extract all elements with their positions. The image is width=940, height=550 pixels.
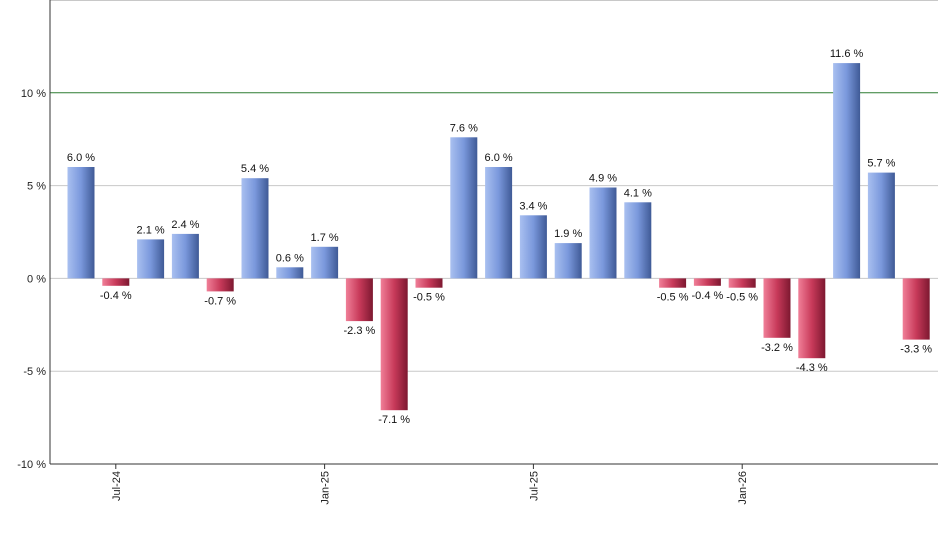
data-label: 4.1 % <box>624 187 652 199</box>
data-label: 2.1 % <box>137 224 165 236</box>
data-label: 0.6 % <box>276 252 304 264</box>
bar-positive <box>589 187 617 279</box>
data-label: 4.9 % <box>589 173 617 185</box>
bar-positive <box>485 167 513 279</box>
bar-negative <box>902 278 930 340</box>
bar-negative <box>763 278 791 338</box>
y-tick-label: 10 % <box>21 88 46 100</box>
bar-positive <box>171 233 199 279</box>
bar-negative <box>415 278 443 288</box>
data-label: 11.6 % <box>830 48 864 60</box>
bar-positive <box>241 178 269 279</box>
data-label: 6.0 % <box>67 152 95 164</box>
data-label: 7.6 % <box>450 122 478 134</box>
bar-negative <box>102 278 130 286</box>
x-tick-label: Jul-25 <box>528 471 540 501</box>
bar-positive <box>311 246 339 279</box>
bar-positive <box>276 267 304 279</box>
data-label: -0.5 % <box>726 292 758 304</box>
bar-positive <box>137 239 165 279</box>
bar-positive <box>554 243 582 279</box>
bar-negative <box>345 278 373 322</box>
x-tick-label: Jul-24 <box>111 471 123 501</box>
bar-negative <box>798 278 826 359</box>
bar-negative <box>693 278 721 286</box>
bar-negative <box>659 278 687 288</box>
x-tick-label: Jan-26 <box>737 471 749 505</box>
bar-positive <box>833 63 861 279</box>
bar-negative <box>380 278 408 411</box>
y-tick-label: -5 % <box>23 366 46 378</box>
data-label: -0.5 % <box>413 292 445 304</box>
data-label: 6.0 % <box>485 152 513 164</box>
axes: -10 % -5 % 0 % 5 % 10 % Jul-24 Jan-25 Jul-25 Jan… <box>17 0 938 505</box>
data-label: -4.3 % <box>796 362 828 374</box>
data-label: 5.7 % <box>867 158 895 170</box>
data-label: -3.2 % <box>761 342 793 354</box>
data-label: 2.4 % <box>171 219 199 231</box>
bar-positive <box>519 215 547 279</box>
data-labels: 6.0 % -0.4 % 2.1 % 2.4 % -0.7 % 5.4 % 0.6 % 1.7… <box>67 48 932 426</box>
bar-negative <box>728 278 756 288</box>
data-label: -0.4 % <box>692 290 724 302</box>
data-label: 3.4 % <box>519 200 547 212</box>
bars <box>67 63 930 411</box>
data-label: 5.4 % <box>241 163 269 175</box>
data-label: 1.7 % <box>311 232 339 244</box>
bar-positive <box>867 172 895 279</box>
data-label: -0.4 % <box>100 290 132 302</box>
bar-positive <box>67 167 95 279</box>
x-tick-label: Jan-25 <box>320 471 332 505</box>
data-label: -0.5 % <box>657 292 689 304</box>
bar-negative <box>206 278 234 292</box>
data-label: -2.3 % <box>344 325 376 337</box>
y-tick-label: 0 % <box>27 273 46 285</box>
data-label: -0.7 % <box>204 295 236 307</box>
data-label: -7.1 % <box>378 414 410 426</box>
y-tick-label: -10 % <box>17 459 46 471</box>
y-tick-label: 5 % <box>27 181 46 193</box>
bar-positive <box>624 202 652 279</box>
data-label: -3.3 % <box>900 344 932 356</box>
bar-positive <box>450 137 478 279</box>
data-label: 1.9 % <box>554 228 582 240</box>
